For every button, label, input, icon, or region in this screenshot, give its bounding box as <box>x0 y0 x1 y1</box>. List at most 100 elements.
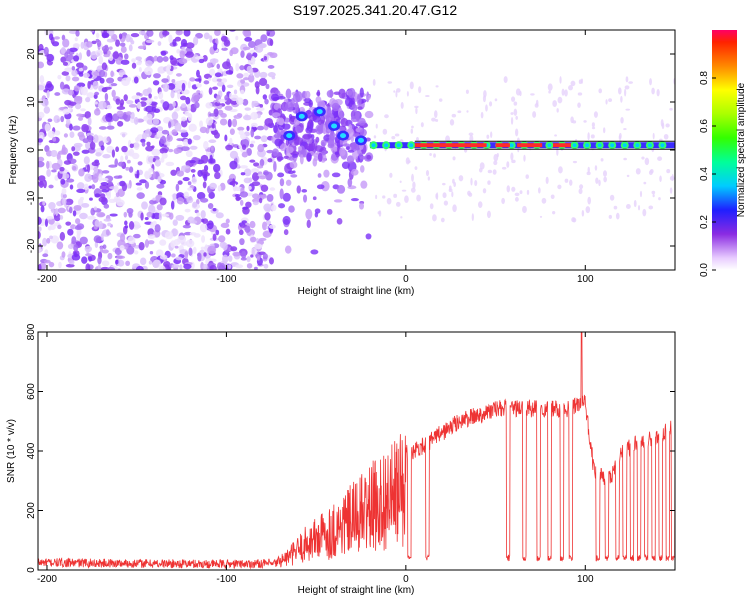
spectrogram-blob <box>203 32 210 40</box>
spectrogram-blob <box>306 219 311 229</box>
spectrogram-blob <box>187 112 193 122</box>
spectrogram-blob <box>214 171 221 180</box>
spectrogram-blob <box>88 185 92 189</box>
spectrogram-blob <box>120 233 126 243</box>
spectrogram-blob <box>240 50 245 58</box>
spectrogram-blob <box>152 80 160 86</box>
spectrogram-blob <box>131 62 137 69</box>
spectrogram-blob <box>140 212 144 221</box>
spectrogram-blob <box>174 36 182 42</box>
spectrogram-blob <box>414 105 419 109</box>
spectrogram-blob <box>51 208 55 214</box>
spectrogram-blob <box>83 156 90 165</box>
spectrogram-blob <box>285 146 294 154</box>
spectrogram-blob <box>100 145 105 151</box>
spectrogram-blob <box>212 208 217 212</box>
spectrogram-blob <box>242 30 252 37</box>
spectrogram-blob <box>128 104 137 108</box>
spectrogram-blob <box>577 102 581 108</box>
spectrogram-blob <box>184 111 190 116</box>
spectrogram-blob <box>162 30 170 36</box>
spectrogram-blob <box>223 39 231 47</box>
spectrogram-blob <box>131 58 136 63</box>
snr-ytick-label: 0 <box>26 567 37 573</box>
spectrogram-blob <box>227 264 232 270</box>
spectrogram-blob <box>63 160 72 165</box>
spectrogram-blob <box>110 83 118 87</box>
colorbar-gradient <box>712 30 737 270</box>
spectrogram-blob <box>401 189 407 192</box>
spectrogram-blob <box>68 260 75 265</box>
spectrogram-blob <box>162 101 170 110</box>
spectrogram-blob <box>339 126 346 132</box>
spectrogram-blob <box>38 244 42 253</box>
spectrogram-blob <box>131 95 140 100</box>
spectrogram-blob <box>152 171 156 179</box>
spectrogram-blob <box>250 254 254 258</box>
spectrogram-blob <box>203 252 207 257</box>
spectrogram-blob <box>644 157 650 166</box>
spectrogram-blob <box>236 113 243 118</box>
spectrogram-blob <box>108 122 112 126</box>
spectrogram-blob <box>176 30 181 34</box>
spectrogram-blob <box>299 154 304 165</box>
spectrogram-blob <box>202 181 207 189</box>
spectrogram-blob <box>642 208 647 217</box>
spectrogram-blob <box>102 244 107 250</box>
spectrogram-blob <box>218 98 227 103</box>
spectrogram-blob <box>224 134 228 142</box>
spectrogram-blob <box>52 136 57 142</box>
spectrogram-blob <box>615 212 620 220</box>
spectrogram-blob <box>145 39 155 43</box>
spectrogram-blob <box>153 96 158 100</box>
spectrogram-blob <box>395 201 401 207</box>
spectrogram-blob <box>179 129 188 133</box>
spectrogram-blob <box>273 161 277 173</box>
spectrogram-blob <box>61 251 66 258</box>
spectrogram-blob <box>124 220 128 226</box>
spectrogram-blob <box>244 37 253 42</box>
spectrogram-blob <box>176 197 184 205</box>
spectrogram-blob <box>144 181 150 189</box>
spectrogram-blob <box>336 184 346 194</box>
spectrogram-blob <box>316 184 325 190</box>
spectrogram-blob <box>564 89 568 97</box>
spectrogram-blob <box>458 175 464 182</box>
spectrogram-blob <box>151 106 157 113</box>
spectrogram-blob <box>404 195 409 203</box>
spectrogram-blob <box>250 122 258 128</box>
spectrogram-blob <box>266 194 274 202</box>
spectrogram-blob <box>78 68 84 72</box>
spectrogram-blob <box>333 148 338 152</box>
spectrogram-blob <box>532 111 537 118</box>
spectrogram-hotspot-core <box>357 137 364 143</box>
spectrogram-blob <box>510 117 514 125</box>
spectrogram-blob <box>148 204 156 214</box>
spectrogram-blob <box>617 87 622 95</box>
spectrogram-blob <box>359 202 364 210</box>
spectrogram-blob <box>269 52 278 59</box>
spectrogram-blob <box>146 211 153 218</box>
spectrogram-blob <box>51 162 61 170</box>
spectrogram-blob <box>541 197 547 204</box>
spectrogram-blob <box>273 151 278 157</box>
spectrogram-blob <box>236 73 244 79</box>
spectrogram-blob <box>139 179 147 184</box>
spectrogram-blob <box>76 182 85 190</box>
spectrogram-blob <box>572 120 577 124</box>
spectrogram-blob <box>127 236 136 245</box>
spectrogram-blob <box>65 263 75 268</box>
spectrogram-blob <box>64 67 73 73</box>
spectrogram-blob <box>118 69 126 77</box>
spectrogram-y-ticks: -20 -10 0 10 20 <box>26 48 675 253</box>
spectrogram-blob <box>189 232 197 236</box>
spectrogram-blob <box>194 78 202 82</box>
spectrogram-blob <box>60 56 67 63</box>
spectrogram-blob <box>217 185 222 192</box>
snr-series-line <box>38 332 675 570</box>
spectrogram-blob <box>593 111 598 118</box>
spectrogram-blob <box>42 237 48 247</box>
spectrogram-blob <box>378 210 382 217</box>
spectrogram-blob <box>46 90 50 99</box>
spectrogram-blob <box>80 86 88 96</box>
